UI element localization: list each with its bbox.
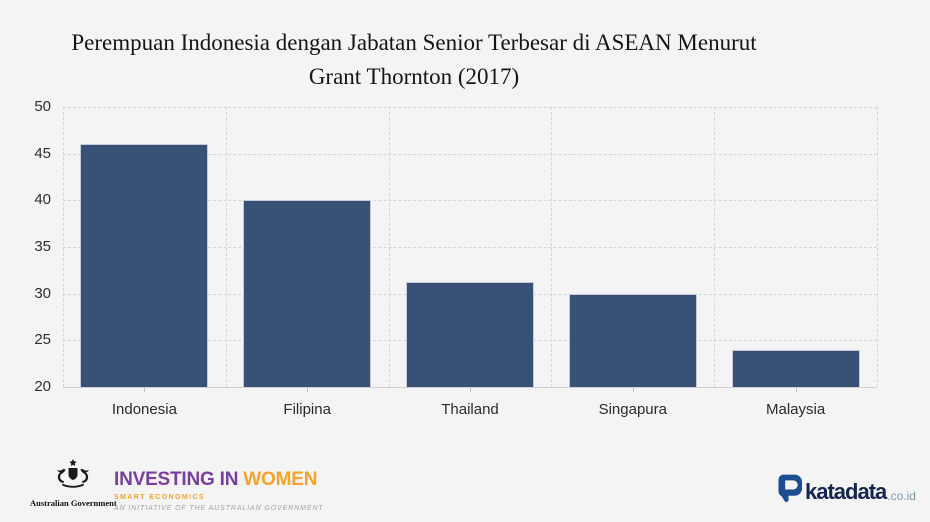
katadata-logo: katadata .co.id xyxy=(778,474,916,503)
x-axis-label-indonesia: Indonesia xyxy=(111,401,177,418)
chart-title-line1: Perempuan Indonesia dengan Jabatan Senio… xyxy=(71,30,757,55)
x-tick-thailand xyxy=(470,387,471,392)
chart-title-line2: Grant Thornton (2017) xyxy=(308,64,520,89)
v-gridline xyxy=(63,107,64,387)
x-axis-label-filipina: Filipina xyxy=(283,401,331,418)
investing-in-women-title: INVESTING IN WOMEN xyxy=(114,469,324,491)
bar-malaysia xyxy=(731,349,860,387)
v-gridline xyxy=(714,107,716,387)
investing-in-women-initiative-note: AN INITIATIVE OF THE AUSTRALIAN GOVERNME… xyxy=(114,505,324,512)
x-tick-singapura xyxy=(632,387,634,392)
y-axis-label-50: 50 xyxy=(34,98,51,115)
katadata-domain-suffix: .co.id xyxy=(887,489,916,503)
h-gridline-40 xyxy=(63,200,877,202)
katadata-d-icon xyxy=(778,474,802,503)
h-gridline-50 xyxy=(63,107,877,108)
x-axis-label-thailand: Thailand xyxy=(441,401,499,418)
plot-area: 20 25 30 35 40 45 50 Indonesia Filipina Thailand S… xyxy=(34,98,878,418)
x-axis-label-singapura: Singapura xyxy=(598,401,667,418)
investing-in-women-title-part1: INVESTING IN xyxy=(114,469,239,490)
x-axis-line xyxy=(63,387,877,388)
investing-in-women-tagline: SMART ECONOMICS xyxy=(114,494,205,501)
v-gridline xyxy=(877,107,878,387)
x-tick-filipina xyxy=(307,387,309,392)
australian-coat-of-arms-icon xyxy=(57,459,89,488)
australian-government-logo: Australian Government xyxy=(30,459,117,508)
x-tick-malaysia xyxy=(795,387,797,392)
y-axis-label-25: 25 xyxy=(34,331,51,349)
h-gridline-45 xyxy=(63,153,877,155)
bar-filipina xyxy=(243,200,372,387)
y-axis-label-20: 20 xyxy=(34,378,51,395)
x-axis-label-malaysia: Malaysia xyxy=(765,401,826,418)
katadata-brand-text: katadata xyxy=(805,479,887,505)
y-axis-label-45: 45 xyxy=(34,144,51,162)
australian-government-label: Australian Government xyxy=(30,498,117,508)
x-tick-indonesia xyxy=(144,387,146,392)
bar-indonesia xyxy=(80,144,209,387)
bar-singapura xyxy=(568,293,697,387)
chart-title: Perempuan Indonesia dengan Jabatan Senio… xyxy=(0,26,828,94)
bar-thailand xyxy=(406,282,534,387)
v-gridline xyxy=(551,107,553,387)
v-gridline xyxy=(225,107,227,387)
y-axis-label-30: 30 xyxy=(34,284,51,302)
y-axis-label-40: 40 xyxy=(34,191,51,209)
investing-in-women-logo: INVESTING IN WOMEN SMART ECONOMICS AN INI… xyxy=(114,469,324,512)
y-axis-label-35: 35 xyxy=(34,238,51,255)
h-gridline-35 xyxy=(63,247,877,248)
v-gridline xyxy=(388,107,390,387)
investing-in-women-title-part2: WOMEN xyxy=(243,469,318,490)
